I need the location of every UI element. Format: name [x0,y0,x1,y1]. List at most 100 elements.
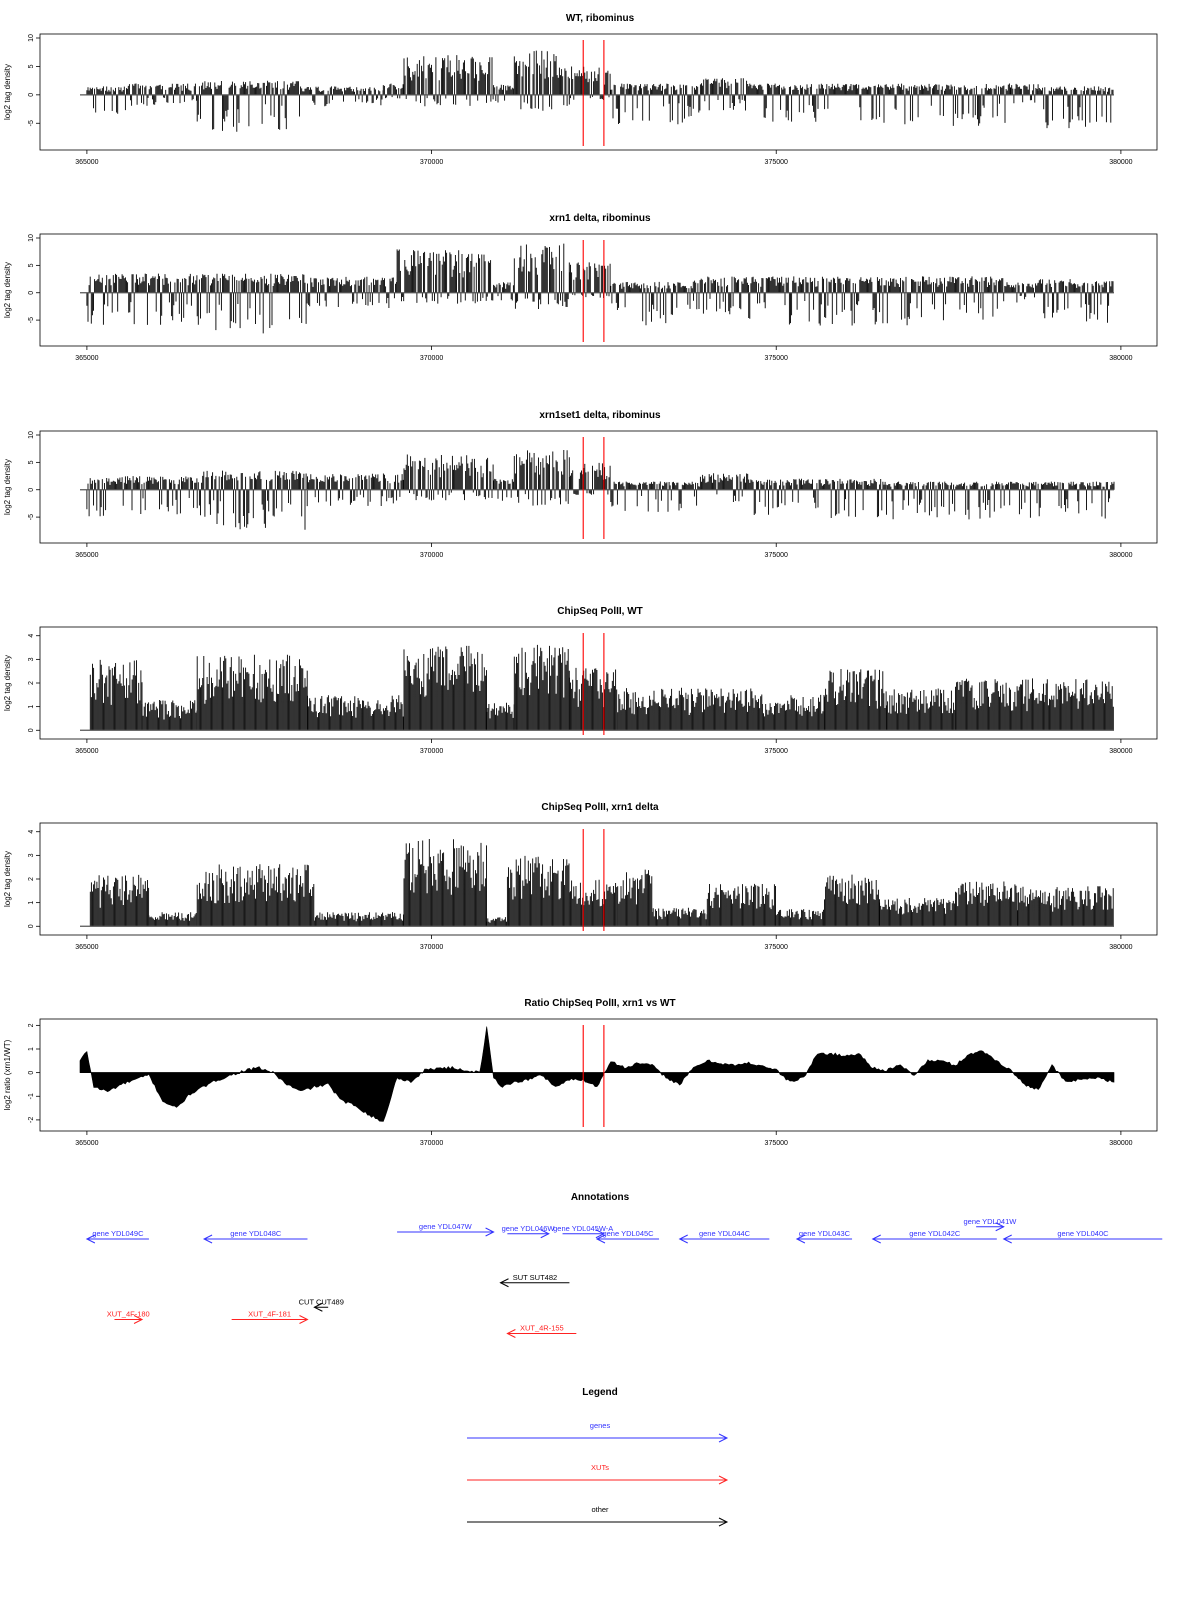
y-axis-label: log2 tag density [3,64,12,120]
panel-1: WT, ribominus log2 tag density -5 0 5 10 36500… [3,13,1158,166]
signal-bars [382,83,404,99]
panel-2: xrn1 delta, ribominus log2 tag density -5 0… [3,213,1158,362]
y-tick-label: 4 [28,830,35,834]
annotation-label: gene YDL043C [799,1229,851,1238]
y-tick-label: 0 [28,728,35,732]
signal-bars [1003,282,1039,303]
data-region [403,645,487,731]
data-region [824,669,887,731]
data-region [955,881,1018,927]
annotation-label: gene YDL045W-A [553,1224,613,1233]
signal-bars [1010,83,1039,104]
data-region [313,912,404,927]
data-region [1003,282,1039,303]
data-region [886,481,1011,520]
data-region [1037,86,1114,129]
signal-bars [568,262,611,298]
x-tick-label: 375000 [765,1140,788,1147]
x-tick-label: 380000 [1109,1140,1132,1147]
legend-item-genes: genes [467,1421,729,1443]
annotation-arrowhead [299,1315,309,1324]
data-region [196,864,315,927]
annotation-arrowhead [995,1222,1005,1232]
signal-bars [196,654,308,731]
signal-bars [693,276,749,315]
annotation-genes: gene YDL049C [85,1229,149,1244]
annotation-other: CUT CUT489 [299,1297,344,1312]
signal-bars [617,869,653,927]
data-region [775,909,824,927]
annotations-panel: Annotations gene YDL049C gene YDL048C gene … [85,1192,1163,1338]
data-region [403,454,494,501]
data-region [955,678,1046,731]
x-tick-label: 370000 [420,944,443,951]
legend-item-other: other [467,1505,729,1527]
data-region [307,473,404,506]
data-region [307,695,404,731]
data-region [886,688,956,731]
annotation-label: gene YDL049C [92,1229,144,1238]
panel-title: xrn1set1 delta, ribominus [539,410,661,421]
annotation-arrowhead [678,1234,688,1244]
annotation-label: gene YDL046W [502,1224,556,1233]
y-axis-label: log2 tag density [3,655,12,711]
data-region [748,83,881,122]
annotation-genes: gene YDL043C [795,1229,853,1244]
signal-bars [617,687,763,731]
y-tick-label: 3 [28,657,35,661]
data-region [89,659,143,731]
signal-bars [568,462,611,495]
annotation-label: gene YDL048C [230,1229,282,1238]
data-region [748,276,881,326]
data-region [879,276,1004,326]
signal-bars [1010,481,1115,519]
signal-bars [196,80,300,132]
annotation-genes: gene YDL044C [678,1229,770,1244]
annotation-arrowhead [506,1329,516,1338]
data-region [761,694,825,731]
x-tick-label: 380000 [1109,552,1132,559]
x-tick-label: 375000 [765,552,788,559]
signal-bars [506,855,570,927]
signal-bars [196,273,308,334]
legend: Legend genes XUTs other [467,1387,729,1527]
legend-label: other [591,1505,609,1514]
annotation-arrowhead [540,1229,550,1239]
panel-title: ChipSeq PolII, WT [557,606,643,617]
legend-title: Legend [582,1387,618,1398]
signal-bars [403,55,494,107]
signal-bars [396,249,494,304]
x-tick-label: 370000 [420,748,443,755]
y-tick-label: 5 [28,64,35,68]
signal-bars [699,473,749,502]
y-tick-label: -2 [28,1117,35,1123]
signal-bars [86,86,129,114]
signal-bars [775,909,824,927]
y-tick-label: -5 [28,514,35,520]
y-tick-label: 1 [28,1047,35,1051]
annotation-xuts: XUT_4R-155 [506,1324,577,1338]
data-region [651,907,708,927]
signal-bars [493,84,514,103]
signal-bars [879,898,955,927]
data-region [748,478,887,518]
data-region [1037,279,1114,323]
data-region [493,478,514,501]
signal-bars [1017,886,1114,927]
data-region [196,654,308,731]
data-region [196,273,308,334]
data-region [513,243,570,309]
data-region [89,874,150,927]
y-tick-label: 1 [28,901,35,905]
data-region [196,470,308,530]
panel-4: ChipSeq PolII, WT log2 tag density 0 1 2 3 4 36… [3,606,1158,755]
x-tick-label: 365000 [75,552,98,559]
signal-bars [196,864,315,927]
data-region [300,86,384,107]
data-region [568,462,611,495]
x-tick-label: 380000 [1109,748,1132,755]
signal-bars [748,276,881,326]
annotation-arrowhead [795,1234,806,1244]
annotation-label: XUT_4F-181 [248,1310,291,1319]
signal-bars [513,243,570,309]
